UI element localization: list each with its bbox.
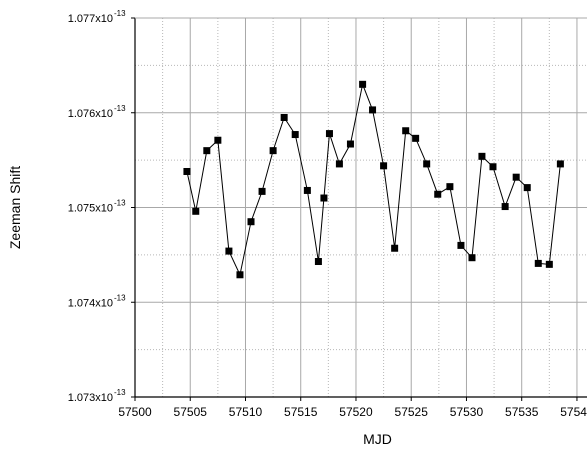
x-tick-label: 57525 (395, 405, 429, 419)
data-point (291, 131, 299, 139)
y-tick-label: 1.077x10 (68, 13, 113, 25)
data-point (446, 183, 454, 191)
x-tick-label: 57540 (560, 405, 587, 419)
data-point (512, 173, 520, 181)
y-tick-label: 1.074x10 (68, 297, 113, 309)
y-tick-exponent: -13 (114, 293, 126, 302)
data-point (489, 163, 497, 171)
data-point (391, 244, 399, 252)
data-point (225, 247, 233, 255)
data-point (214, 136, 222, 144)
data-point (192, 207, 200, 215)
data-point (359, 80, 367, 88)
x-tick-label: 57515 (284, 405, 318, 419)
x-tick-label: 57510 (229, 405, 263, 419)
data-point (478, 152, 486, 160)
data-point (412, 134, 420, 142)
data-point (325, 130, 333, 138)
data-point (269, 147, 277, 155)
data-point (434, 190, 442, 198)
x-axis-ticks: 57500 57505 57510 57515 57520 57525 57530 57535… (118, 397, 587, 419)
data-point (545, 260, 553, 268)
data-point (346, 140, 354, 148)
data-point (380, 162, 388, 170)
data-point (369, 106, 377, 114)
data-point (258, 187, 266, 195)
data-point (402, 127, 410, 135)
y-tick-exponent: -13 (114, 388, 126, 397)
data-point (556, 160, 564, 168)
y-tick-label: 1.073x10 (68, 392, 113, 404)
data-point (236, 271, 244, 279)
data-point (534, 259, 542, 267)
x-tick-label: 57530 (450, 405, 484, 419)
data-point (320, 194, 328, 202)
x-axis-label: MJD (363, 431, 392, 447)
data-point (423, 160, 431, 168)
data-point (247, 218, 255, 226)
data-point (303, 186, 311, 194)
series (183, 80, 564, 279)
x-tick-label: 57505 (174, 405, 208, 419)
x-tick-label: 57520 (339, 405, 373, 419)
data-point (280, 113, 288, 121)
data-point (523, 184, 531, 192)
data-point (183, 167, 191, 175)
data-point (468, 254, 476, 262)
y-tick-exponent: -13 (114, 199, 126, 208)
y-tick-label: 1.076x10 (68, 108, 113, 120)
grid (134, 17, 587, 398)
y-tick-label: 1.075x10 (68, 203, 113, 215)
data-point (335, 160, 343, 168)
data-point (314, 258, 322, 266)
data-point (501, 203, 509, 211)
x-tick-label: 57535 (505, 405, 539, 419)
data-point (457, 241, 465, 249)
y-axis-ticks: 1.073x10 -131.074x10 -131.075x10 -131.076x1… (68, 9, 135, 404)
data-point (203, 147, 211, 155)
y-tick-exponent: -13 (114, 9, 126, 18)
y-tick-exponent: -13 (114, 104, 126, 113)
y-axis-label: Zeeman Shift (7, 166, 23, 249)
x-tick-label: 57500 (118, 405, 152, 419)
series-line (186, 82, 561, 277)
